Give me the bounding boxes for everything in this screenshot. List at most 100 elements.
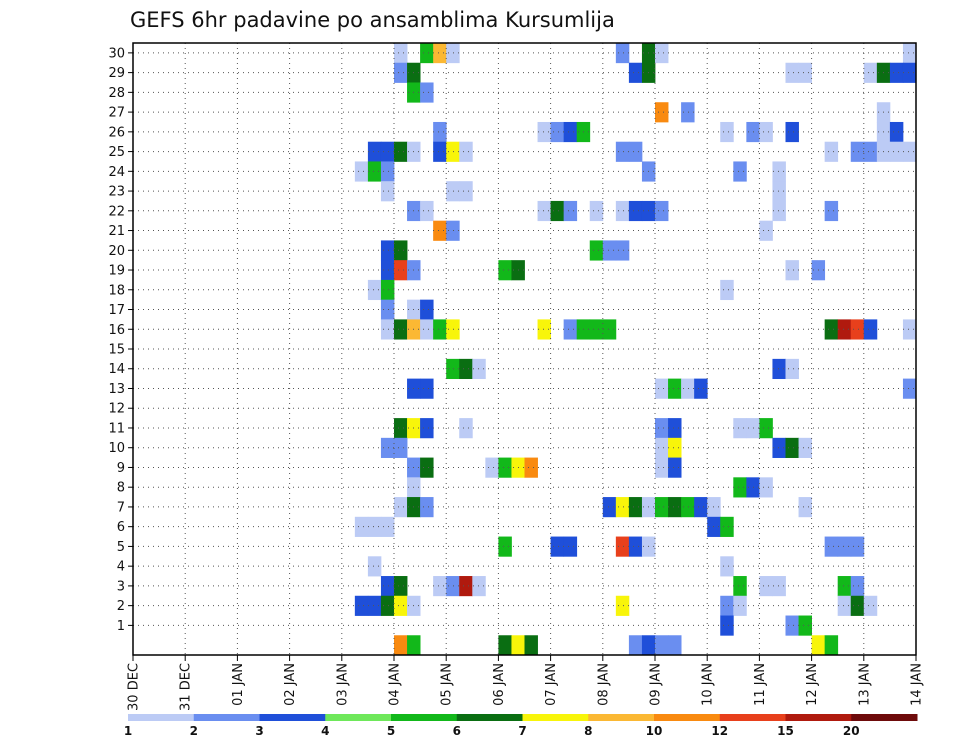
colorbar-label: 10 [646, 724, 663, 738]
heatmap-cell [785, 358, 799, 380]
heatmap-cell [420, 43, 434, 64]
heatmap-cell [433, 43, 447, 64]
heatmap-cell [498, 457, 512, 478]
y-tick-label: 18 [108, 283, 125, 298]
y-tick-label: 11 [108, 421, 125, 436]
heatmap-cell [733, 595, 747, 616]
colorbar: 1 2 3 4 5 6 7 8 10 12 15 20 [124, 714, 918, 738]
heatmap-cell [367, 141, 382, 162]
y-tick-label: 7 [117, 500, 125, 515]
heatmap-cell [720, 279, 734, 301]
heatmap-cell [420, 418, 434, 439]
heatmap-cells [354, 43, 917, 656]
heatmap-cell [628, 200, 643, 222]
heatmap-cell [420, 497, 434, 518]
x-tick-label: 30 DEC [127, 663, 142, 711]
heatmap-cell [602, 240, 617, 261]
heatmap-cell [394, 240, 408, 261]
x-tick-label: 10 JAN [701, 663, 716, 706]
heatmap-cell [681, 378, 695, 399]
heatmap-cell [394, 141, 408, 162]
heatmap-cell [511, 635, 525, 656]
heatmap-cell [433, 141, 447, 162]
heatmap-cell [733, 418, 747, 439]
colorbar-label: 5 [387, 724, 395, 738]
heatmap-cell [380, 576, 395, 597]
heatmap-cell [681, 497, 695, 518]
heatmap-cell [837, 595, 852, 616]
heatmap-cell [759, 418, 773, 439]
heatmap-cell [772, 576, 786, 597]
heatmap-cell [420, 200, 434, 222]
heatmap-cell [733, 576, 747, 597]
heatmap-cell [720, 556, 734, 577]
heatmap-cell [446, 319, 460, 340]
heatmap-cell [720, 516, 734, 537]
heatmap-cell [615, 200, 630, 222]
heatmap-cell [824, 319, 839, 340]
heatmap-cell [446, 181, 460, 202]
colorbar-swatch [259, 714, 326, 721]
heatmap-cell [863, 62, 878, 83]
heatmap-cell [798, 62, 812, 83]
colorbar-swatch [193, 714, 260, 721]
heatmap-cell [459, 141, 473, 162]
heatmap-cell [772, 437, 786, 458]
heatmap-cell [550, 536, 565, 557]
colorbar-swatch [325, 714, 392, 721]
heatmap-cell [655, 418, 669, 439]
heatmap-cell [380, 279, 395, 301]
x-tick-label: 06 JAN [492, 663, 507, 706]
heatmap-cell [902, 43, 917, 64]
colorbar-swatch [588, 714, 655, 721]
heatmap-cell [394, 437, 408, 458]
heatmap-cell [615, 497, 630, 518]
heatmap-cell [354, 595, 369, 616]
x-tick-label: 31 DEC [179, 663, 194, 711]
heatmap-cell [759, 121, 773, 143]
heatmap-cell [863, 319, 878, 340]
x-tick-label: 03 JAN [335, 663, 350, 706]
heatmap-cell [785, 260, 799, 281]
heatmap-cell [655, 378, 669, 399]
heatmap-cell [902, 62, 917, 83]
y-tick-label: 24 [108, 165, 125, 180]
y-tick-label: 5 [117, 540, 125, 555]
colorbar-label: 12 [711, 724, 728, 738]
y-tick-label: 19 [108, 264, 125, 279]
heatmap-cell [785, 615, 799, 636]
heatmap-cell [655, 635, 669, 656]
x-tick-label: 09 JAN [649, 663, 664, 706]
y-tick-label: 1 [117, 619, 125, 634]
heatmap-cell [733, 161, 747, 182]
heatmap-cell [394, 319, 408, 340]
heatmap-cell [433, 576, 447, 597]
heatmap-cell [472, 358, 486, 380]
x-tick-label: 12 JAN [805, 663, 820, 706]
heatmap-cell [772, 200, 786, 222]
heatmap-cell [824, 635, 839, 656]
heatmap-cell [668, 497, 682, 518]
heatmap-cell [537, 121, 551, 143]
y-tick-label: 26 [108, 125, 125, 140]
heatmap-cell [420, 378, 434, 399]
heatmap-cell [459, 181, 473, 202]
y-tick-label: 3 [117, 579, 125, 594]
colorbar-swatch [128, 714, 195, 721]
heatmap-cell [615, 240, 630, 261]
heatmap-cell [380, 240, 395, 261]
y-tick-label: 14 [108, 362, 125, 377]
y-tick-label: 16 [108, 323, 125, 338]
heatmap-cell [446, 576, 460, 597]
heatmap-cell [655, 102, 669, 123]
heatmap-cell [524, 457, 538, 478]
x-tick-label: 07 JAN [544, 663, 559, 706]
y-tick-label: 15 [108, 343, 125, 358]
colorbar-swatch [522, 714, 589, 721]
heatmap-cell [850, 595, 865, 616]
heatmap-cell [798, 437, 812, 458]
heatmap-cell [733, 477, 747, 498]
y-tick-label: 4 [117, 560, 125, 575]
y-tick-label: 17 [108, 303, 125, 318]
